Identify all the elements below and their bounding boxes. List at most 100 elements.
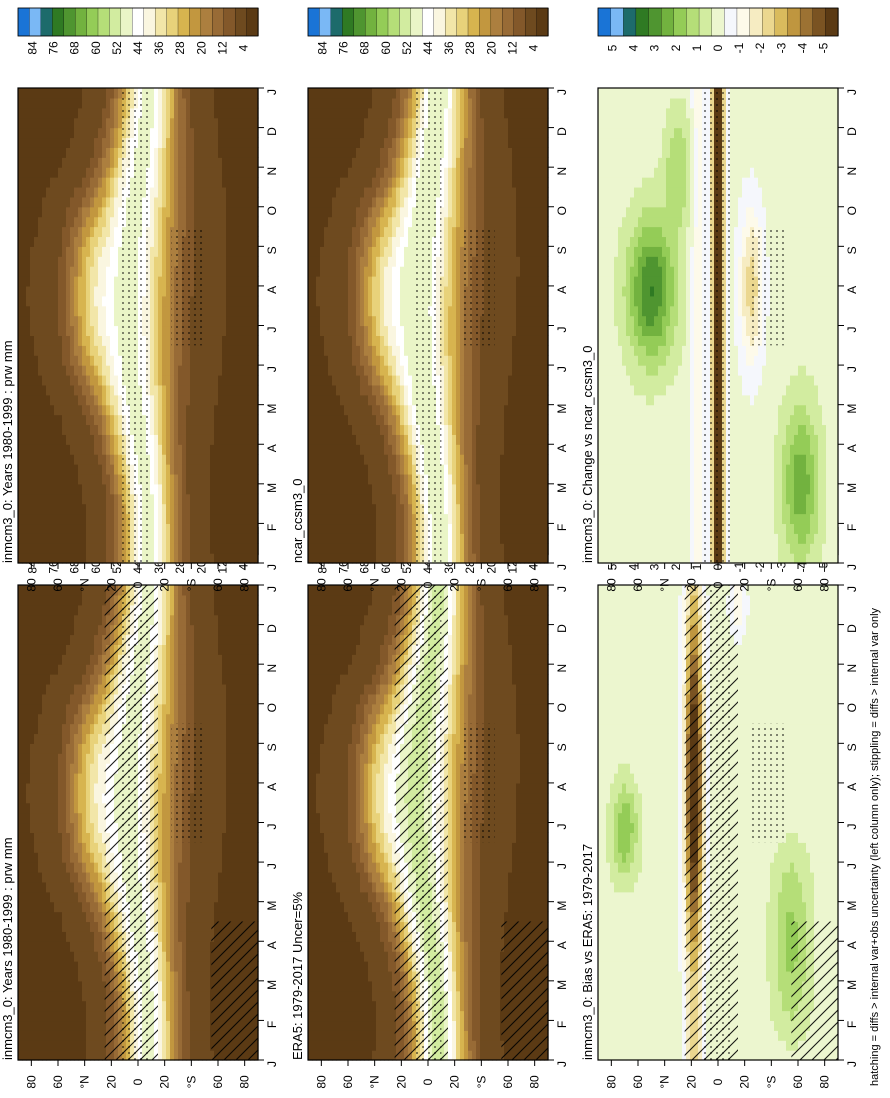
- heat-cell: [448, 1040, 453, 1051]
- heat-cell: [218, 664, 223, 675]
- heat-cell: [50, 614, 55, 626]
- heat-cell: [62, 654, 67, 665]
- heat-cell: [336, 842, 341, 853]
- heat-cell: [74, 852, 79, 863]
- heat-cell: [464, 1000, 469, 1012]
- heat-cell: [324, 743, 329, 754]
- heat-cell: [194, 1050, 199, 1061]
- heat-cell: [312, 753, 317, 764]
- heat-cell: [376, 1050, 381, 1061]
- heat-cell: [206, 782, 211, 794]
- heat-cell: [356, 911, 361, 923]
- heat-cell: [332, 990, 337, 1002]
- heat-cell: [452, 862, 457, 873]
- heat-cell: [26, 941, 31, 952]
- heat-cell: [34, 773, 39, 784]
- heat-cell: [218, 792, 223, 804]
- heat-cell: [170, 604, 175, 616]
- heat-cell: [162, 782, 167, 794]
- heat-cell: [246, 703, 251, 715]
- heat-cell: [384, 683, 389, 695]
- heat-cell: [46, 585, 51, 596]
- heat-cell: [206, 693, 211, 705]
- heat-cell: [250, 891, 255, 903]
- heat-cell: [54, 585, 59, 596]
- heat-cell: [364, 664, 369, 675]
- heat-cell: [70, 713, 75, 725]
- heat-cell: [202, 654, 207, 665]
- heat-cell: [464, 614, 469, 626]
- heat-cell: [352, 1050, 357, 1061]
- heat-cell: [452, 941, 457, 952]
- heat-cell: [392, 773, 397, 784]
- heat-cell: [182, 862, 187, 873]
- heat-cell: [328, 713, 333, 725]
- heat-cell: [332, 951, 337, 962]
- heat-cell: [242, 782, 247, 794]
- heat-cell: [222, 634, 227, 645]
- heat-cell: [452, 832, 457, 843]
- heat-cell: [316, 1040, 321, 1051]
- heat-cell: [194, 644, 199, 655]
- heat-cell: [158, 654, 163, 665]
- heat-cell: [166, 911, 171, 923]
- heat-cell: [352, 664, 357, 675]
- heat-cell: [218, 871, 223, 883]
- heat-cell: [246, 891, 251, 903]
- heat-cell: [82, 822, 87, 833]
- heat-cell: [324, 901, 329, 913]
- heat-cell: [226, 594, 231, 606]
- heat-cell: [58, 753, 63, 764]
- heat-cell: [460, 634, 465, 645]
- heat-cell: [226, 634, 231, 645]
- heat-cell: [198, 891, 203, 903]
- heat-cell: [320, 941, 325, 952]
- heat-cell: [38, 812, 43, 824]
- heat-cell: [46, 961, 51, 972]
- heat-cell: [38, 862, 43, 873]
- heat-cell: [380, 674, 385, 685]
- heat-cell: [340, 792, 345, 804]
- heat-cell: [460, 852, 465, 863]
- heat-cell: [54, 644, 59, 655]
- heat-cell: [158, 703, 163, 715]
- heat-cell: [364, 743, 369, 754]
- heat-cell: [82, 713, 87, 725]
- heat-cell: [74, 664, 79, 675]
- heat-cell: [392, 624, 397, 636]
- heat-cell: [50, 862, 55, 873]
- heat-cell: [308, 782, 313, 794]
- heat-cell: [22, 871, 27, 883]
- heat-cell: [198, 644, 203, 655]
- heat-cell: [90, 792, 95, 804]
- heat-cell: [78, 713, 83, 725]
- heat-cell: [472, 980, 477, 992]
- heat-cell: [98, 594, 103, 606]
- heat-cell: [308, 812, 313, 824]
- heat-cell: [42, 693, 47, 705]
- heat-cell: [388, 604, 393, 616]
- heat-cell: [206, 941, 211, 952]
- heat-cell: [372, 832, 377, 843]
- heat-cell: [348, 1000, 353, 1012]
- heat-cell: [336, 773, 341, 784]
- heat-cell: [38, 1010, 43, 1022]
- heat-cell: [18, 961, 23, 972]
- heat-cell: [210, 802, 215, 814]
- heat-cell: [336, 753, 341, 764]
- heat-cell: [194, 941, 199, 952]
- heat-cell: [206, 852, 211, 863]
- heat-cell: [74, 842, 79, 853]
- heat-cell: [460, 644, 465, 655]
- heat-cell: [380, 693, 385, 705]
- heat-cell: [356, 773, 361, 784]
- heat-cell: [388, 763, 393, 774]
- heat-cell: [376, 1000, 381, 1012]
- heat-cell: [468, 614, 473, 626]
- heat-cell: [352, 842, 357, 853]
- heat-cell: [320, 1040, 325, 1051]
- heat-cell: [344, 901, 349, 913]
- heat-cell: [74, 733, 79, 744]
- heat-cell: [380, 773, 385, 784]
- heat-cell: [234, 634, 239, 645]
